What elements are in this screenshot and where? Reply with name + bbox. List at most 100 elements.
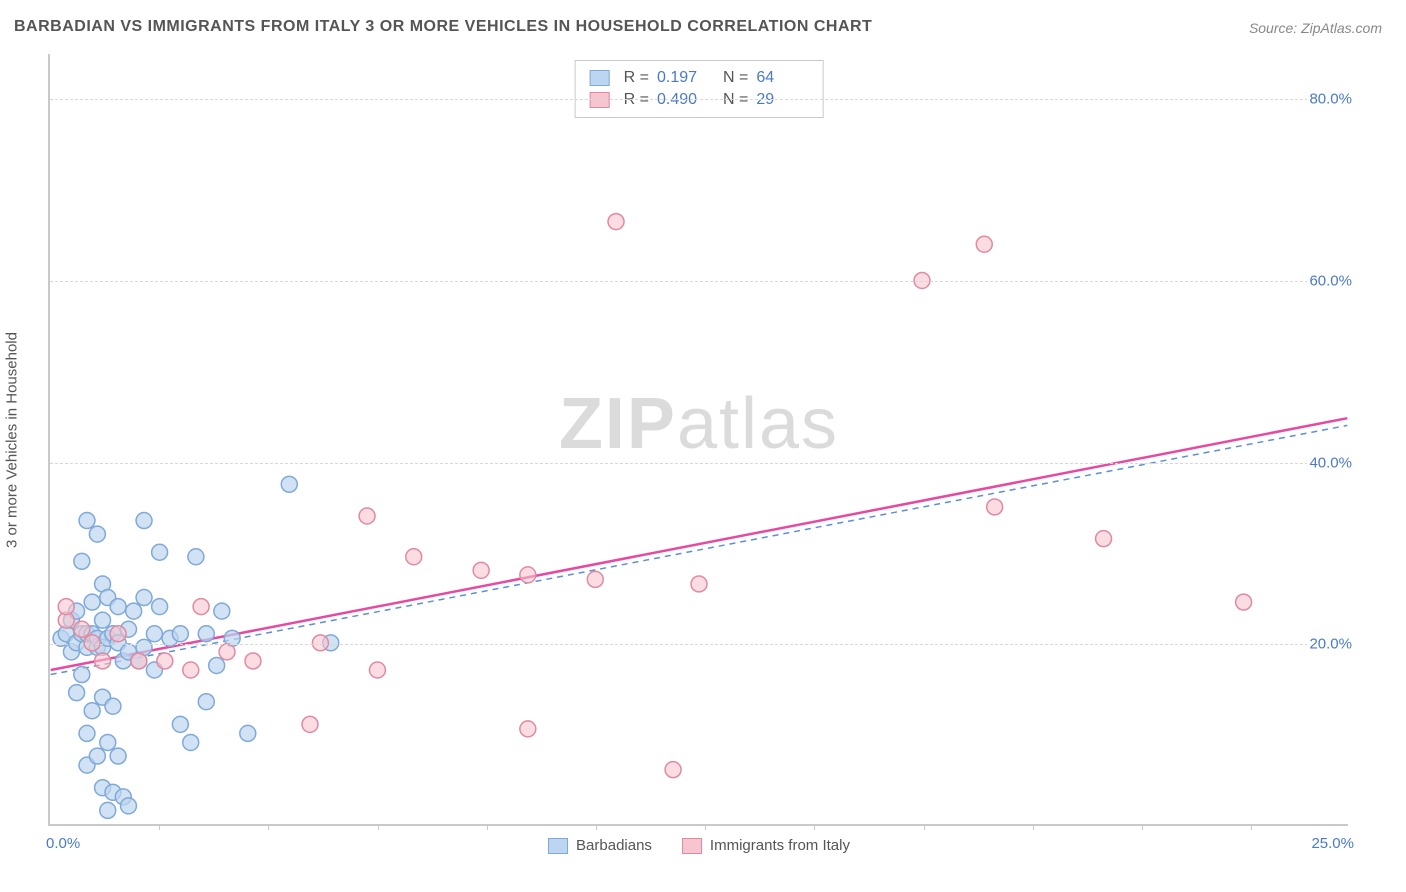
plot-container: 3 or more Vehicles in Household ZIPatlas… (48, 54, 1348, 826)
marker-italy (369, 662, 385, 678)
x-tick (378, 824, 379, 830)
marker-barbadians (95, 612, 111, 628)
marker-barbadians (172, 626, 188, 642)
marker-italy (976, 236, 992, 252)
x-axis-max-label: 25.0% (1311, 835, 1354, 852)
gridline-h (50, 281, 1348, 282)
marker-barbadians (121, 798, 137, 814)
marker-barbadians (136, 513, 152, 529)
marker-barbadians (100, 802, 116, 818)
trend-line-italy (51, 418, 1348, 670)
marker-italy (193, 599, 209, 615)
marker-barbadians (172, 716, 188, 732)
stat-r-value: 0.197 (657, 69, 709, 87)
x-tick (596, 824, 597, 830)
marker-italy (312, 635, 328, 651)
marker-italy (587, 571, 603, 587)
marker-barbadians (136, 590, 152, 606)
y-tick-label: 80.0% (1307, 91, 1354, 108)
marker-barbadians (240, 725, 256, 741)
marker-barbadians (84, 594, 100, 610)
legend-bottom: Barbadians Immigrants from Italy (548, 837, 850, 854)
marker-italy (520, 567, 536, 583)
marker-italy (406, 549, 422, 565)
swatch-barbadians (590, 70, 610, 86)
marker-barbadians (126, 603, 142, 619)
x-tick (1142, 824, 1143, 830)
gridline-h (50, 463, 1348, 464)
marker-barbadians (69, 685, 85, 701)
gridline-h (50, 99, 1348, 100)
marker-barbadians (74, 553, 90, 569)
marker-italy (987, 499, 1003, 515)
chart-title: BARBADIAN VS IMMIGRANTS FROM ITALY 3 OR … (14, 18, 872, 36)
marker-barbadians (188, 549, 204, 565)
x-tick (159, 824, 160, 830)
x-tick (705, 824, 706, 830)
marker-italy (665, 762, 681, 778)
x-tick (487, 824, 488, 830)
marker-barbadians (74, 667, 90, 683)
marker-italy (1096, 531, 1112, 547)
gridline-h (50, 644, 1348, 645)
x-tick (924, 824, 925, 830)
y-tick-label: 20.0% (1307, 636, 1354, 653)
marker-italy (183, 662, 199, 678)
scatter-svg (50, 54, 1348, 824)
marker-italy (245, 653, 261, 669)
legend-item-barbadians: Barbadians (548, 837, 652, 854)
plot-area: ZIPatlas R =0.197N =64R =0.490N =29 0.0%… (48, 54, 1348, 826)
marker-barbadians (79, 513, 95, 529)
legend-label: Immigrants from Italy (710, 837, 850, 854)
x-tick (1251, 824, 1252, 830)
marker-italy (110, 626, 126, 642)
x-tick (268, 824, 269, 830)
marker-italy (302, 716, 318, 732)
legend-label: Barbadians (576, 837, 652, 854)
marker-italy (84, 635, 100, 651)
marker-barbadians (214, 603, 230, 619)
marker-italy (520, 721, 536, 737)
marker-barbadians (79, 725, 95, 741)
marker-barbadians (152, 544, 168, 560)
marker-barbadians (89, 526, 105, 542)
marker-barbadians (84, 703, 100, 719)
marker-barbadians (152, 599, 168, 615)
marker-barbadians (183, 734, 199, 750)
marker-barbadians (146, 626, 162, 642)
marker-italy (157, 653, 173, 669)
marker-barbadians (110, 748, 126, 764)
stats-row-barbadians: R = 0.197 N = 64 (590, 67, 809, 89)
stat-r-label: R = (624, 69, 649, 87)
marker-italy (74, 621, 90, 637)
x-tick (1033, 824, 1034, 830)
marker-italy (608, 214, 624, 230)
marker-barbadians (89, 748, 105, 764)
marker-italy (95, 653, 111, 669)
y-tick-label: 40.0% (1307, 454, 1354, 471)
marker-barbadians (100, 734, 116, 750)
marker-italy (691, 576, 707, 592)
source-attribution: Source: ZipAtlas.com (1249, 20, 1382, 36)
legend-swatch-italy (682, 838, 702, 854)
marker-barbadians (281, 476, 297, 492)
marker-barbadians (110, 599, 126, 615)
legend-swatch-barbadians (548, 838, 568, 854)
marker-italy (473, 562, 489, 578)
stat-n-value: 64 (756, 69, 808, 87)
marker-italy (219, 644, 235, 660)
stats-box: R =0.197N =64R =0.490N =29 (575, 60, 824, 118)
x-axis-min-label: 0.0% (46, 835, 80, 852)
marker-italy (131, 653, 147, 669)
marker-barbadians (209, 657, 225, 673)
marker-italy (58, 599, 74, 615)
x-tick (814, 824, 815, 830)
legend-item-italy: Immigrants from Italy (682, 837, 850, 854)
y-tick-label: 60.0% (1307, 273, 1354, 290)
marker-barbadians (198, 694, 214, 710)
marker-italy (1236, 594, 1252, 610)
marker-barbadians (198, 626, 214, 642)
stat-n-label: N = (723, 69, 748, 87)
marker-italy (359, 508, 375, 524)
marker-barbadians (105, 698, 121, 714)
